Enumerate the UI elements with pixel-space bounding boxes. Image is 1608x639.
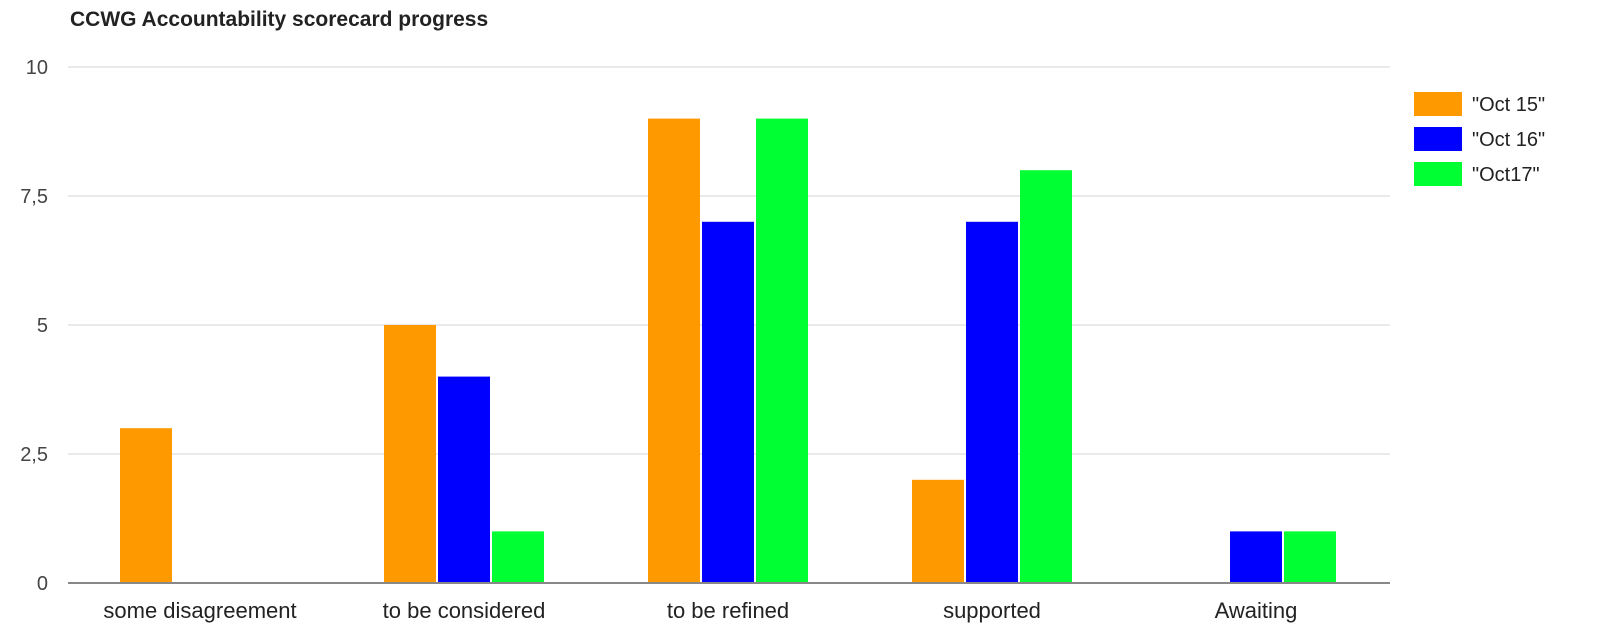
legend-swatch [1414, 162, 1462, 186]
legend-swatch [1414, 127, 1462, 151]
legend-label: "Oct 15" [1472, 94, 1545, 116]
y-tick-label: 5 [37, 315, 48, 337]
bar [1284, 531, 1336, 583]
x-category-label: to be considered [383, 598, 546, 623]
bar [384, 325, 436, 583]
bar [912, 479, 964, 583]
y-axis-ticks: 0 2,5 5 7,5 10 [20, 57, 48, 595]
bar [492, 531, 544, 583]
y-tick-label: 10 [26, 57, 48, 79]
legend: "Oct 15" "Oct 16" "Oct17" [1414, 92, 1545, 186]
bar [702, 221, 754, 584]
legend-label: "Oct 16" [1472, 129, 1545, 151]
bar [756, 118, 808, 583]
bar [966, 221, 1018, 584]
legend-label: "Oct17" [1472, 164, 1540, 186]
bars [120, 118, 1336, 584]
x-axis-categories: some disagreement to be considered to be r… [103, 598, 1297, 623]
y-tick-label: 2,5 [20, 444, 48, 466]
x-category-label: Awaiting [1215, 598, 1298, 623]
bar [120, 428, 172, 583]
x-category-label: some disagreement [103, 598, 296, 623]
bar [648, 118, 700, 583]
legend-swatch [1414, 92, 1462, 116]
bar [438, 376, 490, 583]
y-tick-label: 0 [37, 573, 48, 595]
x-category-label: to be refined [667, 598, 789, 623]
x-category-label: supported [943, 598, 1041, 623]
chart-title: CCWG Accountability scorecard progress [70, 8, 488, 31]
bar [1020, 170, 1072, 583]
y-tick-label: 7,5 [20, 186, 48, 208]
bar [1230, 531, 1282, 583]
